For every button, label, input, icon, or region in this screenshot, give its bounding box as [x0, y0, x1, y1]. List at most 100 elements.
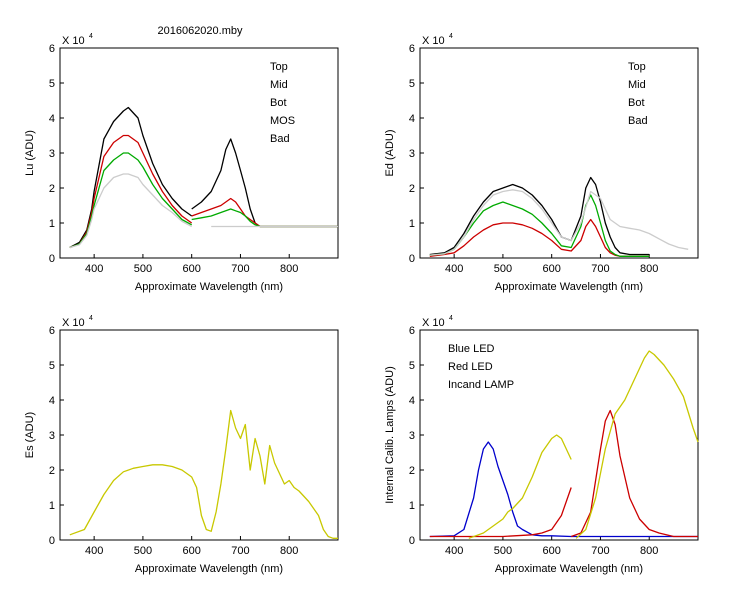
plot-frame — [59, 329, 339, 541]
series-line-top — [191, 138, 338, 228]
x-tick-label: 500 — [494, 263, 512, 275]
y-tick-label: 5 — [409, 360, 415, 372]
series-line-es — [69, 409, 338, 539]
series-line-incand-lamp — [575, 350, 699, 539]
x-tick-label: 600 — [183, 263, 201, 275]
y-tick-label: 2 — [49, 465, 55, 477]
legend-entry-top: Top — [270, 61, 288, 73]
y-tick-label: 5 — [49, 360, 55, 372]
panel-lu: 0 1 2 3 4 5 6 400 500 600 700 800 X 10 4 Approximate W… — [24, 33, 339, 293]
series-line-bad — [69, 173, 193, 249]
y-tick-label: 0 — [49, 535, 55, 547]
exponent-power: 4 — [449, 33, 453, 40]
exponent-power: 4 — [449, 315, 453, 322]
y-tick-label: 1 — [409, 500, 415, 512]
x-tick-label: 500 — [134, 263, 152, 275]
y-tick-label: 4 — [409, 395, 415, 407]
series-line-bad — [429, 189, 689, 256]
y-tick-label: 1 — [49, 218, 55, 230]
y-tick-label: 3 — [49, 148, 55, 160]
x-tick-label: 500 — [134, 545, 152, 557]
y-tick-label: 0 — [49, 253, 55, 265]
y-tick-label: 1 — [49, 500, 55, 512]
y-tick-label: 4 — [49, 395, 55, 407]
y-tick-label: 6 — [49, 43, 55, 55]
x-tick-label: 400 — [85, 545, 103, 557]
x-tick-label: 600 — [543, 263, 561, 275]
y-tick-label: 6 — [409, 325, 415, 337]
series-line-bot — [191, 208, 338, 228]
y-axis-label: Lu (ADU) — [24, 130, 36, 176]
legend-entry-mid: Mid — [628, 79, 646, 91]
y-tick-label: 5 — [409, 78, 415, 90]
x-tick-label: 800 — [640, 545, 658, 557]
x-tick-label: 400 — [85, 263, 103, 275]
x-tick-label: 700 — [591, 545, 609, 557]
x-axis-label: Approximate Wavelength (nm) — [495, 281, 643, 293]
series-line-red-led — [570, 409, 698, 538]
x-tick-label: 700 — [231, 263, 249, 275]
series-line-red-led — [429, 487, 572, 538]
y-tick-label: 1 — [409, 218, 415, 230]
series-line-bot — [429, 194, 650, 257]
y-tick-label: 2 — [409, 465, 415, 477]
y-tick-label: 3 — [49, 430, 55, 442]
x-axis-label: Approximate Wavelength (nm) — [135, 281, 283, 293]
series-line-blue-led — [429, 441, 698, 538]
y-tick-label: 6 — [409, 43, 415, 55]
plot-frame — [419, 47, 699, 259]
y-tick-label: 5 — [49, 78, 55, 90]
y-tick-label: 4 — [49, 113, 55, 125]
legend-entry-bot: Bot — [270, 97, 287, 109]
series-line-top — [429, 176, 650, 256]
legend-entry-bad: Bad — [270, 133, 290, 145]
panel-lamps: 0 1 2 3 4 5 6 400 500 600 700 800 X 10 4 Approximate W… — [384, 315, 699, 575]
y-axis-label: Es (ADU) — [24, 412, 36, 458]
figure-title: 2016062020.mby — [157, 25, 243, 37]
exponent-label: X 10 — [422, 317, 445, 329]
panel-ed: 0 1 2 3 4 5 6 400 500 600 700 800 X 10 4 Approximate W… — [384, 33, 699, 293]
legend-entry-mos: MOS — [270, 115, 295, 127]
y-tick-label: 0 — [409, 253, 415, 265]
x-tick-label: 700 — [231, 545, 249, 557]
x-tick-label: 400 — [445, 545, 463, 557]
series-line-bot — [69, 152, 193, 249]
exponent-label: X 10 — [422, 35, 445, 47]
series-line-incand-lamp — [468, 434, 572, 539]
series-line-mid — [429, 218, 650, 257]
y-tick-label: 0 — [409, 535, 415, 547]
x-tick-label: 800 — [280, 263, 298, 275]
legend-entry-incand-lamp: Incand LAMP — [448, 379, 514, 391]
x-tick-label: 600 — [543, 545, 561, 557]
series-line-top — [69, 106, 193, 249]
y-tick-label: 6 — [49, 325, 55, 337]
y-tick-label: 3 — [409, 148, 415, 160]
exponent-power: 4 — [89, 33, 93, 40]
series-line-mid — [191, 197, 338, 228]
legend-entry-bot: Bot — [628, 97, 645, 109]
panel-es: 0 1 2 3 4 5 6 400 500 600 700 800 X 10 4 Approximate W… — [24, 315, 339, 575]
x-axis-label: Approximate Wavelength (nm) — [495, 563, 643, 575]
y-tick-label: 2 — [409, 183, 415, 195]
legend-entry-top: Top — [628, 61, 646, 73]
y-tick-label: 4 — [409, 113, 415, 125]
exponent-power: 4 — [89, 315, 93, 322]
x-axis-label: Approximate Wavelength (nm) — [135, 563, 283, 575]
y-axis-label: Ed (ADU) — [384, 129, 396, 176]
exponent-label: X 10 — [62, 317, 85, 329]
exponent-label: X 10 — [62, 35, 85, 47]
y-axis-label: Internal Calib. Lamps (ADU) — [384, 366, 396, 504]
x-tick-label: 400 — [445, 263, 463, 275]
legend-entry-bad: Bad — [628, 115, 648, 127]
x-tick-label: 500 — [494, 545, 512, 557]
series-line-mid — [69, 134, 193, 249]
x-tick-label: 800 — [640, 263, 658, 275]
x-tick-label: 700 — [591, 263, 609, 275]
y-tick-label: 2 — [49, 183, 55, 195]
x-tick-label: 800 — [280, 545, 298, 557]
legend-entry-red-led: Red LED — [448, 361, 493, 373]
x-tick-label: 600 — [183, 545, 201, 557]
legend-entry-mid: Mid — [270, 79, 288, 91]
legend-entry-blue-led: Blue LED — [448, 343, 495, 355]
